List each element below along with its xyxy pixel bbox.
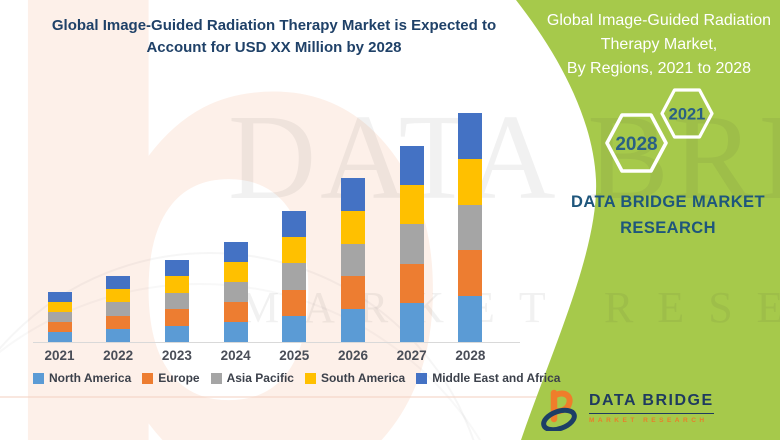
legend-label-europe: Europe [158, 371, 200, 385]
chart-title-line2: Account for USD XX Million by 2028 [146, 38, 402, 56]
data-bridge-logo-icon [541, 389, 577, 431]
bar-2028-segment-south-america [458, 158, 483, 205]
bar-2022-segment-europe [106, 315, 131, 329]
bar-2025-segment-asia-pacific [282, 263, 307, 290]
bar-2025-segment-south-america [282, 237, 307, 264]
chart-legend: North America Europe Asia Pacific South Ame… [33, 371, 560, 385]
bar-2025-segment-europe [282, 289, 307, 316]
year-hexagons: 2028 2021 [605, 88, 714, 173]
hexagon-2028-label: 2028 [615, 134, 657, 155]
bar-2022-segment-north-america [106, 328, 131, 342]
bar-2022-segment-middle-east-and-africa [106, 276, 131, 290]
bar-2024-segment-europe [223, 302, 248, 322]
bar-2028-segment-middle-east-and-africa [458, 113, 483, 159]
legend-swatch-north-america [33, 372, 44, 384]
bar-2023-segment-south-america [164, 276, 189, 293]
bar-2023 [164, 260, 189, 342]
bar-2025-segment-middle-east-and-africa [282, 211, 307, 238]
x-tick-2024: 2024 [220, 348, 251, 363]
panel-title-line1: Global Image-Guided Radiation [546, 12, 772, 29]
legend-item-asia-pacific: Asia Pacific [210, 371, 294, 385]
legend-swatch-south-america [304, 372, 316, 384]
chart-title-line1: Global Image-Guided Radiation Therapy Ma… [51, 17, 497, 34]
legend-item-middle-east-and-africa: Middle East and Africa [416, 371, 560, 385]
bar-2026-segment-north-america [341, 309, 365, 342]
bar-2027-segment-middle-east-and-africa [399, 146, 424, 186]
bar-2024-segment-south-america [223, 262, 248, 282]
x-tick-2022: 2022 [103, 348, 134, 363]
data-bridge-logo: DATA BRIDGE MARKET RESEARCH [541, 389, 714, 431]
bar-2021-segment-north-america [47, 332, 72, 342]
watermark-text-market-research: MARKET RESEARCH [240, 283, 780, 332]
bar-2022-segment-asia-pacific [106, 302, 131, 316]
bar-2026-segment-asia-pacific [341, 243, 365, 277]
legend-swatch-europe [142, 372, 154, 384]
panel-title-line3: By Regions, 2021 to 2028 [566, 60, 752, 77]
bar-2021-segment-asia-pacific [47, 312, 72, 322]
legend-item-europe: Europe [142, 371, 200, 385]
bar-2026 [341, 178, 365, 342]
x-tick-2027: 2027 [396, 348, 427, 363]
bar-2028-segment-north-america [458, 296, 483, 342]
bar-2026-segment-south-america [341, 210, 365, 244]
chart-title: Global Image-Guided Radiation Therapy Ma… [28, 15, 520, 59]
bar-2025-segment-north-america [282, 315, 307, 342]
bar-2028-segment-europe [458, 250, 483, 297]
legend-label-middle-east-and-africa: Middle East and Africa [432, 371, 561, 385]
stacked-bar-chart: 2021 2022 2023 2024 2025 2026 2027 2028 [33, 113, 520, 363]
legend-label-asia-pacific: Asia Pacific [226, 371, 294, 385]
bar-2022-segment-south-america [106, 289, 131, 303]
watermark-band [0, 396, 545, 398]
watermark-text-data-bridge: DATA BRIDGE [228, 90, 780, 225]
logo-text-block: DATA BRIDGE MARKET RESEARCH [589, 389, 714, 424]
bar-2024 [223, 242, 248, 342]
bar-2023-segment-asia-pacific [164, 292, 189, 310]
bar-2024-segment-asia-pacific [223, 282, 248, 302]
hexagon-2028 [605, 113, 668, 173]
bar-2023-segment-north-america [164, 325, 189, 342]
x-tick-2023: 2023 [161, 348, 192, 363]
bar-2021-segment-middle-east-and-africa [47, 292, 72, 302]
hexagon-2021-label: 2021 [669, 106, 706, 124]
bar-2026-segment-middle-east-and-africa [341, 178, 365, 211]
bar-2027 [399, 146, 424, 342]
bar-2028 [458, 113, 483, 342]
legend-label-north-america: North America [49, 371, 132, 385]
x-axis-line [33, 342, 520, 343]
bar-2026-segment-europe [341, 276, 365, 310]
bar-2023-segment-europe [164, 309, 189, 326]
logo-tagline: MARKET RESEARCH [589, 417, 708, 424]
brand-wordmark: DATA BRIDGE MARKET RESEARCH [571, 193, 765, 237]
x-tick-2021: 2021 [44, 348, 75, 363]
legend-item-north-america: North America [33, 371, 131, 385]
legend-swatch-middle-east-and-africa [416, 372, 428, 384]
x-tick-2025: 2025 [279, 348, 310, 363]
bar-2028-segment-asia-pacific [458, 204, 483, 251]
bar-2021 [47, 292, 72, 342]
bar-2021-segment-south-america [47, 302, 72, 312]
panel-title-line2: Therapy Market, [600, 36, 718, 53]
bar-2027-segment-north-america [399, 302, 424, 342]
bar-2027-segment-europe [399, 263, 424, 303]
x-tick-2028: 2028 [455, 348, 486, 363]
bar-2024-segment-middle-east-and-africa [223, 242, 248, 262]
bar-2027-segment-asia-pacific [399, 224, 424, 264]
bar-2022 [106, 276, 131, 342]
bar-2027-segment-south-america [399, 185, 424, 225]
panel-title: Global Image-Guided Radiation Therapy Ma… [538, 9, 780, 81]
bar-2025 [282, 211, 307, 342]
logo-name: DATA BRIDGE [589, 392, 714, 414]
hexagon-2021 [660, 88, 714, 139]
legend-label-south-america: South America [320, 371, 406, 385]
bar-2024-segment-north-america [223, 322, 248, 342]
x-tick-2026: 2026 [337, 348, 369, 363]
legend-swatch-asia-pacific [210, 372, 222, 384]
legend-item-south-america: South America [304, 371, 406, 385]
bar-2021-segment-europe [47, 322, 72, 332]
bar-2023-segment-middle-east-and-africa [164, 260, 189, 277]
